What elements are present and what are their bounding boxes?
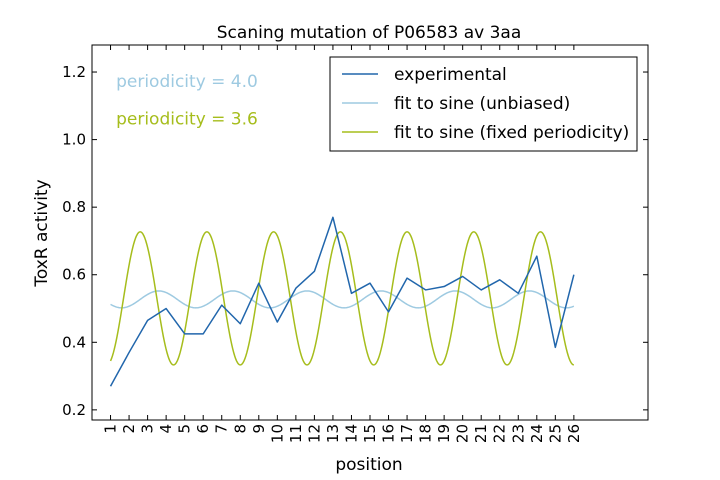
y-axis-label: ToxR activity <box>32 179 52 287</box>
x-tick-label: 16 <box>380 424 398 443</box>
y-tick-label: 0.8 <box>62 198 86 216</box>
x-tick-label: 26 <box>565 424 583 443</box>
annotation-layer: periodicity = 4.0 periodicity = 3.6 <box>116 72 258 129</box>
x-tick-label: 9 <box>250 424 268 434</box>
x-tick-label: 2 <box>120 424 138 434</box>
series-line-1 <box>110 290 575 309</box>
x-tick-label: 18 <box>417 424 435 443</box>
ticks-layer: 1 2 3 4 5 6 7 8 9 10 11 12 13 14 15 16 17 18 19 20 21 22 23 24 2… <box>62 45 648 443</box>
periodicity-annotation-0: periodicity = 4.0 <box>116 72 258 92</box>
x-tick-label: 1 <box>102 424 120 434</box>
chart-title: Scaning mutation of P06583 av 3aa <box>217 23 521 43</box>
x-tick-label: 3 <box>139 424 157 434</box>
x-tick-label: 10 <box>268 424 286 443</box>
x-tick-label: 25 <box>546 424 564 443</box>
legend: experimental fit to sine (unbiased) fit … <box>329 56 638 152</box>
x-tick-label: 21 <box>472 424 490 443</box>
y-tick-label: 1.0 <box>62 131 86 149</box>
x-tick-label: 17 <box>398 424 416 443</box>
legend-frame <box>329 56 638 152</box>
legend-label-fixed: fit to sine (fixed periodicity) <box>394 123 629 143</box>
periodicity-annotation-1: periodicity = 3.6 <box>116 109 258 129</box>
x-tick-label: 23 <box>509 424 527 443</box>
x-tick-label: 7 <box>213 424 231 434</box>
x-tick-label: 8 <box>231 424 249 434</box>
y-tick-label: 0.6 <box>62 266 86 284</box>
x-tick-label: 11 <box>287 424 305 443</box>
x-tick-label: 22 <box>491 424 509 443</box>
x-axis-label: position <box>335 455 402 475</box>
x-tick-label: 6 <box>194 424 212 434</box>
x-tick-label: 5 <box>176 424 194 434</box>
x-tick-label: 12 <box>305 424 323 443</box>
y-tick-label: 0.4 <box>62 333 86 351</box>
series-line-0 <box>109 216 575 387</box>
x-tick-label: 15 <box>361 424 379 443</box>
x-tick-label: 24 <box>528 424 546 443</box>
y-tick-label: 0.2 <box>62 401 86 419</box>
x-tick-label: 20 <box>454 424 472 443</box>
x-tick-label: 14 <box>342 424 360 443</box>
x-tick-label: 13 <box>324 424 342 443</box>
series-line-2 <box>109 231 575 366</box>
legend-label-experimental: experimental <box>394 65 507 85</box>
legend-label-unbiased: fit to sine (unbiased) <box>394 94 570 114</box>
y-tick-label: 1.2 <box>62 63 86 81</box>
x-tick-label: 19 <box>435 424 453 443</box>
x-tick-label: 4 <box>157 424 175 434</box>
series-layer <box>109 216 575 387</box>
